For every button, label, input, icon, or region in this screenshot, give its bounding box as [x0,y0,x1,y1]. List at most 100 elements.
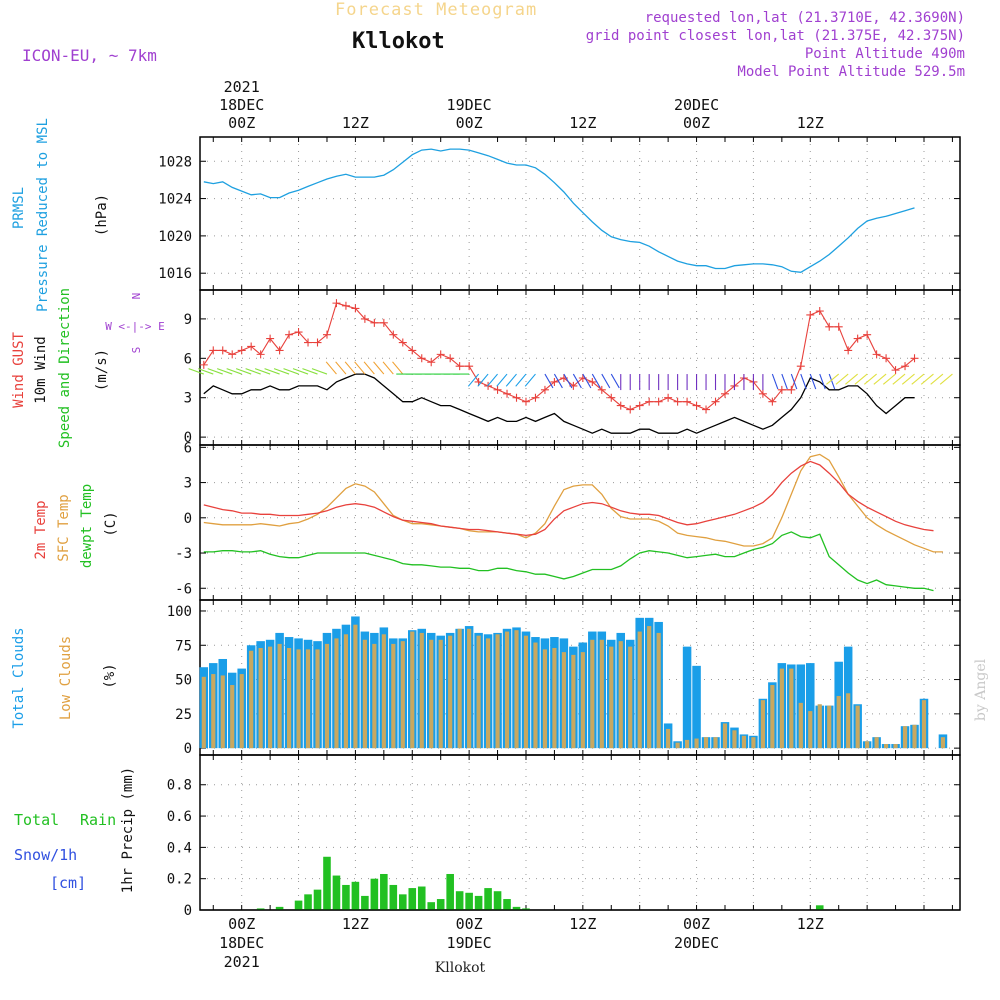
y-tick-label: 0.8 [167,778,192,794]
p4-label2: Low Clouds [58,636,74,720]
panel3-labels: 2m Temp SFC Temp dewpt Temp (C) [33,484,119,568]
gust-marker [787,385,796,394]
rain-bar [522,908,530,910]
time-tick-label-bottom: 00Z [228,915,255,933]
gust-marker [332,299,341,308]
low-cloud-bar [239,674,244,749]
rain-bar [380,873,388,910]
gust-marker [275,346,284,355]
panel-frame [199,754,961,911]
gust-marker [910,354,919,363]
low-cloud-bar [372,643,377,749]
gust-marker [266,334,275,343]
y-tick-label: 0.4 [167,840,192,856]
low-cloud-bar [808,711,813,749]
rain-bar [342,884,350,910]
wind-arrow [515,373,527,387]
low-cloud-bar [230,685,235,749]
y-tick-label: 1016 [158,266,192,282]
pressure-series [203,148,915,273]
low-cloud-bar [353,624,358,749]
low-cloud-bar [571,654,576,749]
credit: by Angel [973,658,989,721]
gust-marker [664,393,673,402]
y-tick-label: 1028 [158,154,192,170]
wind-arrow [496,373,508,387]
wind-arrow [826,373,840,385]
wind-arrow [790,373,798,390]
rain-bar [465,892,473,910]
p2-label3: Speed and Direction [57,288,73,448]
time-tick-label-bottom: 00Z [456,915,483,933]
p2-unit: (m/s) [94,349,110,391]
low-cloud-bar [713,737,718,749]
wind-arrow [911,373,925,385]
wind-arrow [930,373,944,385]
gust-marker [540,385,549,394]
p3-label1: 2m Temp [33,500,49,559]
low-cloud-bar [637,631,642,749]
low-cloud-bar [296,649,301,749]
low-cloud-bar [609,646,614,749]
wind-arrow [892,373,906,385]
y-tick-label: 0 [184,741,192,757]
low-cloud-bar [855,705,860,749]
low-cloud-bar [305,649,311,749]
low-cloud-bar [542,649,548,749]
p5-label-cm: [cm] [50,874,86,892]
p1-label1: PRMSL [11,187,27,229]
gust-marker [550,377,559,386]
rain-bar [313,889,322,910]
panel4-labels: Total Clouds Low Clouds (%) [11,627,118,728]
gust-line [203,302,915,411]
gust-marker [446,354,455,363]
temp-2m-line [203,460,934,537]
total-cloud-bar [692,665,701,749]
wind-speed-line [203,373,915,434]
gust-marker [493,385,502,394]
low-cloud-bar [647,626,652,749]
low-cloud-bar [400,641,405,749]
low-cloud-bar [741,735,747,749]
time-tick-label-top: 00Z [228,114,255,132]
wind-arrow [335,361,347,375]
year-label-bottom: 2021 [224,953,260,971]
wind-arrow [828,373,836,390]
low-cloud-bar [760,700,765,749]
gust-marker [427,358,436,367]
wind-arrow [311,368,328,375]
wind-arrow [781,373,788,390]
low-cloud-bar [722,723,728,749]
wind-arrow [325,361,337,375]
low-cloud-bar [429,639,434,749]
date-label-bottom: 20DEC [674,934,719,952]
low-cloud-bar [457,628,462,749]
gust-marker [758,389,767,398]
low-cloud-bar [467,628,472,749]
gust-marker [863,330,872,339]
wind-arrow [382,361,394,375]
requested-coords: requested lon,lat (21.3710E, 42.3690N) [645,10,965,26]
low-cloud-bar [324,643,330,749]
y-tick-label: 9 [184,312,192,328]
wind-arrow [800,373,807,390]
p3-unit: (C) [103,511,119,536]
gust-marker [294,328,303,337]
rain-bar [474,895,483,910]
p1-unit: (hPa) [94,194,110,236]
low-cloud-bar [448,635,453,749]
time-tick-label-bottom: 00Z [683,915,710,933]
low-cloud-bar [893,744,898,749]
rain-bar [256,908,265,910]
low-cloud-bar [201,676,206,749]
wind-arrow [901,373,915,385]
wind-arrow [235,368,252,375]
rain-bar [304,894,312,910]
gust-marker [834,322,843,331]
low-cloud-bar [476,635,481,749]
wind-arrow [486,373,498,387]
low-cloud-bar [438,639,443,749]
model-altitude: Model Point Altitude 529.5m [737,64,965,80]
